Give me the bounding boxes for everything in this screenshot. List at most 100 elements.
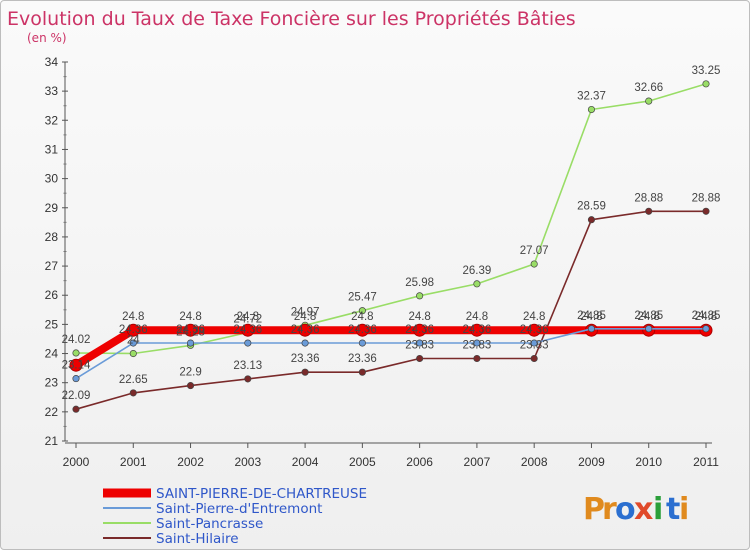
data-label: 32.37 [577,91,606,103]
data-point [184,323,198,337]
data-point [244,375,252,383]
legend: SAINT-PIERRE-DE-CHARTREUSESaint-Pierre-d… [103,486,367,547]
data-label: 24.8 [294,311,316,323]
series-0 [69,323,713,372]
data-label: 27.07 [520,245,549,257]
series-line [75,327,707,380]
series-3 [72,207,710,413]
data-point [416,354,424,363]
x-tick-label: 2003 [234,455,261,469]
data-point [358,307,366,315]
y-tick-label: 25 [45,317,59,331]
y-tick-label: 28 [45,230,59,244]
y-tick-label: 33 [45,84,59,98]
data-point [241,323,255,337]
legend-label: Saint-Pancrasse [156,516,263,532]
data-point [301,368,309,376]
data-label: 24.85 [692,310,721,322]
data-label: 24.36 [291,324,320,336]
data-point [587,105,596,114]
data-label: 32.66 [634,82,663,94]
data-label: 24.36 [463,324,492,336]
x-tick-label: 2004 [292,455,319,469]
data-label: 25.47 [348,292,377,304]
data-labels: 24.8 24.8 24.8 24.8 24.8 24.8 24.8 24.8 24.8 24.8… [62,65,721,402]
data-point [244,339,252,347]
data-label: 24.97 [291,306,320,318]
data-point [129,339,137,347]
data-label: 28.59 [577,201,606,213]
axes: 21 22 23 24 25 26 27 28 29 30 31 32 33 34 2000 2001 2002… [45,55,720,469]
legend-label: SAINT-PIERRE-DE-CHARTREUSE [156,486,367,502]
series-layer [69,80,713,413]
legend-label: Saint-Pierre-d'Entremont [156,501,322,517]
data-label: 24.8 [237,311,259,323]
y-tick-label: 29 [45,201,59,215]
y-tick-label: 26 [45,288,59,302]
data-point [298,323,312,337]
data-label: 23.13 [233,360,262,372]
data-label: 25.98 [405,277,434,289]
y-tick-label: 23 [45,376,59,390]
data-label: 24.8 [408,311,430,323]
data-point [645,325,653,333]
data-point [470,323,484,337]
x-tick-label: 2001 [120,455,147,469]
x-tick-label: 2010 [635,455,662,469]
logo-letter: P [583,492,605,527]
data-point [587,325,596,333]
data-point [358,339,366,347]
data-label: 22.09 [62,390,91,402]
data-point [186,382,195,390]
data-label: 24.36 [520,324,549,336]
data-point [416,292,424,300]
data-label: 23.83 [463,339,492,351]
unit-label: (en %) [27,31,67,45]
data-label: 24.85 [634,310,663,322]
data-point [129,349,137,358]
data-label: 24 [127,335,140,347]
x-tick-label: 2009 [578,455,605,469]
logo-letter: r [602,492,617,527]
data-label: 24.36 [119,324,148,336]
data-label: 23.83 [405,339,434,351]
y-tick-label: 31 [45,142,59,156]
data-point [473,354,481,363]
data-point [72,405,80,413]
x-tick-label: 2011 [693,455,719,469]
y-tick-label: 32 [45,113,59,127]
data-point [301,339,309,347]
x-tick-label: 2005 [349,455,376,469]
logo-letter: x [634,492,653,527]
data-point [702,80,710,88]
data-label: 24.02 [62,334,91,346]
data-point [72,375,80,383]
data-point [473,280,481,288]
data-label: 22.9 [179,367,201,379]
data-label: 24.8 [638,311,660,323]
y-tick-label: 21 [45,434,59,448]
data-label: 24.36 [405,324,434,336]
data-label: 24.8 [523,311,545,323]
chart-title: Evolution du Taux de Taxe Foncière sur l… [7,8,576,30]
x-tick-label: 2006 [406,455,433,469]
data-label: 22.65 [119,374,148,386]
data-point [530,354,538,363]
data-label: 24.36 [233,324,262,336]
data-point [186,339,195,347]
data-point [527,323,541,337]
data-label: 24.36 [348,324,377,336]
data-point [702,207,710,215]
data-point [645,97,653,105]
data-point [129,389,137,397]
data-label: 28.88 [634,192,663,204]
logo-letter: t [666,492,680,527]
data-label: 24.28 [176,326,205,338]
data-point [355,323,369,337]
x-tick-label: 2007 [464,455,491,469]
x-tick-label: 2000 [63,455,90,469]
logo-letter: i [653,492,663,527]
